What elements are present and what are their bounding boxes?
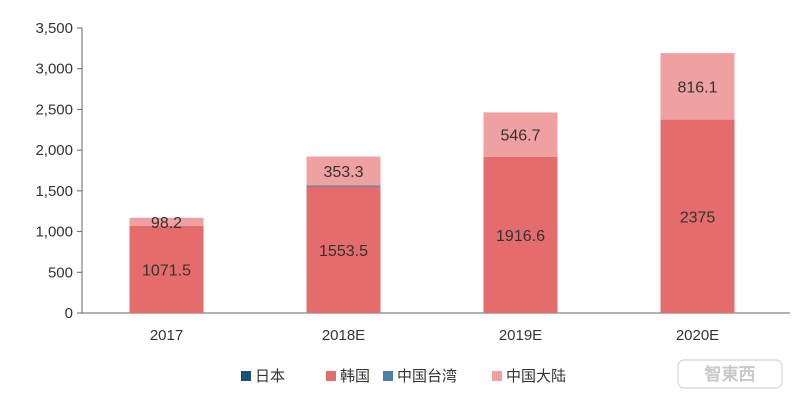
legend-label: 中国台湾 — [397, 368, 457, 385]
bar-segment — [129, 217, 204, 226]
x-tick-label: 2018E — [322, 327, 365, 344]
x-axis-ticks: 2017 2018E 2019E 2020E — [150, 327, 719, 344]
bar-segment — [483, 112, 558, 157]
y-tick-label: 1,500 — [35, 183, 73, 200]
legend-label: 中国大陆 — [506, 368, 566, 385]
x-tick-label: 2017 — [150, 327, 183, 344]
bar-segment — [660, 119, 735, 313]
data-label: 816.1 — [677, 79, 717, 96]
x-tick-label: 2020E — [676, 327, 719, 344]
watermark-logo: 智東西 — [677, 359, 783, 389]
data-label: 1553.5 — [319, 243, 368, 260]
y-tick-label: 2,000 — [35, 142, 73, 159]
bars — [129, 53, 735, 313]
bar-segment — [660, 53, 735, 120]
data-label: 1916.6 — [496, 228, 545, 245]
y-axis-ticks: 0 500 1,000 1,500 2,000 2,500 3,000 3,500 — [35, 20, 82, 322]
legend-label: 日本 — [255, 368, 285, 385]
y-tick-label: 0 — [65, 305, 73, 322]
data-label: 353.3 — [323, 164, 363, 181]
y-tick-label: 500 — [48, 264, 73, 281]
legend-label: 韩国 — [340, 368, 370, 385]
legend-swatch — [383, 371, 393, 381]
x-tick-label: 2019E — [499, 327, 542, 344]
bar-segment — [483, 156, 558, 313]
legend-swatch — [241, 371, 251, 381]
data-label: 1071.5 — [142, 262, 191, 279]
bar-segment — [129, 225, 204, 313]
legend: 日本 韩国 中国台湾 中国大陆 — [241, 368, 566, 385]
bar-segment — [306, 156, 381, 186]
y-tick-label: 3,000 — [35, 61, 73, 78]
y-tick-label: 1,000 — [35, 224, 73, 241]
bar-segment — [306, 186, 381, 313]
data-label: 2375 — [680, 209, 716, 226]
legend-swatch — [492, 371, 502, 381]
watermark-badge — [677, 359, 783, 389]
legend-swatch — [326, 371, 336, 381]
y-tick-label: 2,500 — [35, 101, 73, 118]
data-labels: 1071.5 98.2 1553.5 353.3 1916.6 546.7 2375 816.… — [142, 79, 718, 279]
data-label: 98.2 — [151, 215, 182, 232]
y-tick-label: 3,500 — [35, 20, 73, 37]
data-label: 546.7 — [500, 128, 540, 145]
watermark-text: 智東西 — [705, 364, 756, 384]
bar-segment — [306, 185, 381, 187]
